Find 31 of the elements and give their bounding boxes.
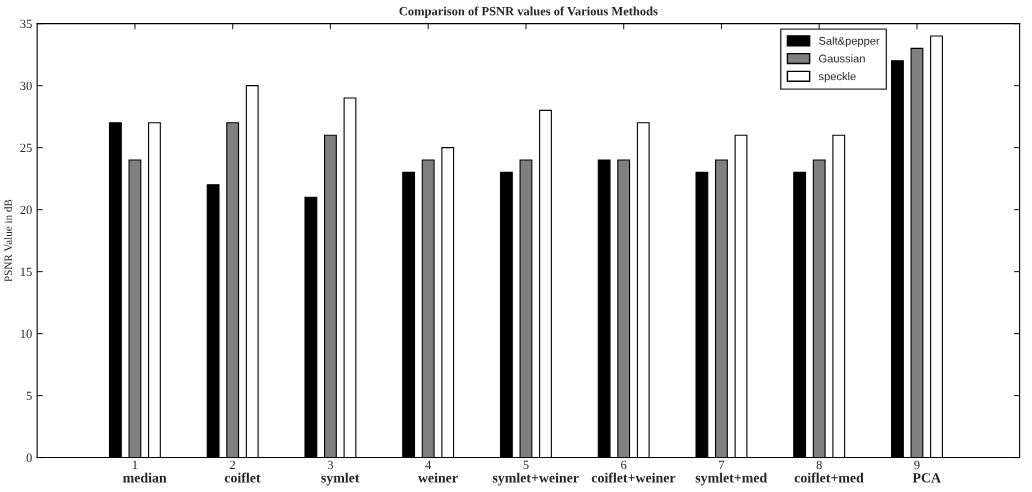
text: symlet+weiner [492, 472, 579, 486]
x-tick-label: 2 [230, 460, 236, 470]
x-tick-label: 3 [327, 460, 334, 470]
x-tick-label: 5 [523, 460, 529, 470]
x-tick-label: 4 [425, 460, 432, 470]
legend-label: Salt&pepper [819, 36, 880, 47]
y-tick-label: 30 [20, 81, 32, 91]
y-tick-label: 25 [20, 143, 32, 153]
text: symlet [321, 472, 360, 486]
text: weiner [417, 472, 458, 483]
y-axis-title: PSNR Value in dB [4, 199, 13, 282]
y-tick-label: 15 [20, 267, 32, 277]
y-tick-label: 35 [20, 19, 32, 29]
legend-label: Gaussian [819, 54, 865, 63]
legend-label: speckle [818, 72, 856, 83]
text: coiflet+weiner [591, 472, 676, 483]
x-tick-label: 1 [132, 460, 138, 470]
x-tick-label: 8 [816, 460, 822, 470]
text: coiflet [224, 472, 261, 483]
x-tick-label: 9 [914, 460, 920, 470]
text: PCA [912, 473, 941, 483]
text: coiflet+med [794, 472, 864, 483]
y-tick-label: 10 [20, 329, 32, 339]
x-tick-label: 7 [719, 460, 725, 470]
y-tick-label: 20 [20, 205, 32, 215]
chart-title: Comparison of PSNR values of Various Methods [399, 6, 658, 18]
text: median [123, 472, 167, 483]
text: symlet+med [695, 472, 768, 486]
y-tick-label: 0 [26, 453, 32, 463]
y-tick-label: 5 [26, 391, 32, 401]
x-tick-label: 6 [621, 460, 627, 470]
